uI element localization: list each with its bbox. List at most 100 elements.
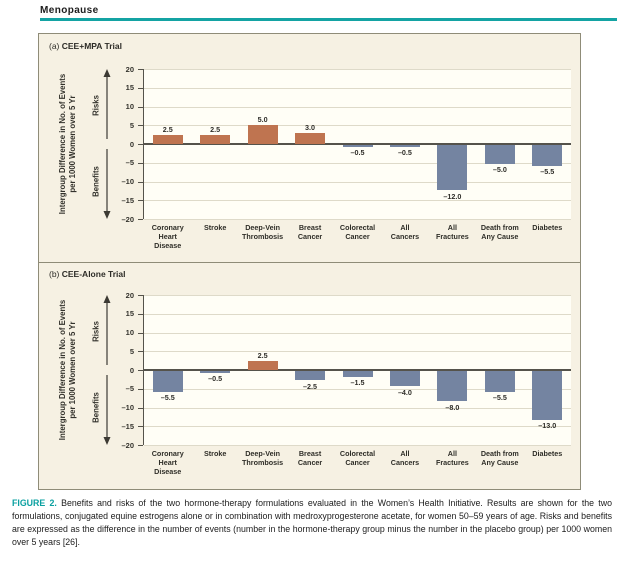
- category-label-line: Death from: [480, 449, 519, 458]
- category-label-line: Thrombosis: [242, 231, 284, 241]
- y-axis-tick-label: –15: [121, 195, 134, 205]
- y-axis-label: Intergroup Difference in No. of Events p…: [58, 285, 80, 455]
- y-axis-tick: [138, 370, 143, 371]
- bar-value-label: –5.5: [540, 167, 555, 177]
- y-axis-tick: [138, 106, 143, 108]
- risks-benefits-arrow-svg: [103, 69, 111, 219]
- category-label: Breast Cancer: [285, 223, 335, 242]
- risks-benefits-arrow: [101, 69, 113, 219]
- y-axis-tick-label: –20: [121, 214, 134, 224]
- category-label-line: Coronary: [151, 449, 184, 458]
- gridline: [144, 426, 571, 428]
- y-axis-tick: [138, 125, 143, 127]
- gridline: [144, 162, 571, 164]
- category-label-line: Cancers: [390, 231, 420, 241]
- risks-axis-annotation: Risks: [91, 321, 101, 342]
- category-label: Colorectal Cancer: [333, 223, 383, 242]
- panel-title: (b) CEE-Alone Trial: [49, 269, 126, 279]
- bar: [532, 371, 563, 420]
- bar: [152, 134, 183, 144]
- zero-baseline: [143, 143, 571, 145]
- gridline: [144, 125, 571, 127]
- bar-value-label: 3.0: [305, 122, 316, 132]
- bar: [200, 371, 231, 373]
- category-label-line: Death from: [480, 223, 519, 232]
- y-axis-tick: [138, 351, 143, 353]
- y-axis-tick: [138, 87, 143, 89]
- bar-value-label: –13.0: [538, 421, 557, 431]
- y-axis-tick: [138, 445, 143, 446]
- bar-value-label: –8.0: [445, 402, 460, 412]
- bar: [295, 132, 326, 144]
- gridline: [144, 313, 571, 315]
- bar: [532, 145, 563, 166]
- bar: [200, 134, 231, 144]
- bar-value-label: 2.5: [257, 350, 268, 360]
- y-axis-tick: [138, 313, 143, 315]
- panel-title: (a) CEE+MPA Trial: [49, 41, 122, 51]
- category-label-line: Fractures: [435, 457, 469, 467]
- category-label: Diabetes: [522, 223, 572, 233]
- bar-value-label: –2.5: [303, 381, 318, 391]
- bar-value-label: –4.0: [397, 387, 412, 397]
- category-label-line: Diabetes: [532, 223, 563, 232]
- category-label-line: Stroke: [203, 223, 227, 232]
- risks-benefits-arrow: [101, 295, 113, 445]
- y-axis-tick: [138, 219, 143, 220]
- category-label-line: Colorectal: [339, 223, 376, 232]
- y-axis-label-line1: Intergroup Difference in No. of Events: [58, 299, 67, 441]
- category-label: Death from Any Cause: [475, 223, 525, 242]
- category-label-line: Cancer: [345, 231, 370, 241]
- category-label: Stroke: [190, 449, 240, 459]
- category-label-line: Deep-Vein: [245, 223, 280, 232]
- category-label-line: Diabetes: [532, 449, 563, 458]
- y-axis-tick-label: –15: [121, 421, 134, 431]
- bar-value-label: –5.5: [492, 393, 507, 403]
- bar: [247, 125, 278, 144]
- y-axis-tick: [138, 144, 143, 145]
- figure-caption-label: FIGURE 2.: [12, 498, 57, 508]
- panel-cee-mpa-trial: (a) CEE+MPA Trial Intergroup Difference …: [38, 33, 581, 263]
- bar-value-label: –5.0: [492, 165, 507, 175]
- category-label-line: Disease: [154, 240, 182, 250]
- header-divider: [40, 18, 617, 21]
- bar-value-label: –5.5: [160, 393, 175, 403]
- bar-value-label: 5.0: [257, 115, 268, 125]
- y-axis-tick: [138, 332, 143, 334]
- gridline: [144, 219, 571, 220]
- bar-value-label: 2.5: [162, 124, 173, 134]
- y-axis-tick: [138, 295, 143, 296]
- risks-axis-annotation: Risks: [91, 95, 101, 116]
- bar-value-label: –0.5: [350, 148, 365, 158]
- category-label-line: All: [447, 449, 457, 458]
- gridline: [144, 200, 571, 202]
- category-label-line: Colorectal: [339, 449, 376, 458]
- category-label: Coronary Heart Disease: [143, 223, 193, 250]
- bar-value-label: –0.5: [208, 374, 223, 384]
- gridline: [144, 69, 571, 70]
- category-label-line: Heart: [158, 457, 177, 467]
- y-axis-tick-label: –10: [121, 403, 134, 412]
- category-label-line: Thrombosis: [242, 457, 284, 467]
- y-axis-tick: [138, 426, 143, 428]
- y-axis-tick-label: 5: [129, 120, 134, 130]
- category-label: Stroke: [190, 223, 240, 233]
- bar: [437, 145, 468, 190]
- y-axis-tick: [138, 162, 143, 164]
- y-axis-tick: [138, 200, 143, 202]
- gridline: [144, 332, 571, 334]
- category-label-line: All: [400, 449, 410, 458]
- category-label: Colorectal Cancer: [333, 449, 383, 468]
- bar: [152, 371, 183, 392]
- y-axis-label: Intergroup Difference in No. of Events p…: [58, 59, 80, 229]
- category-label-line: Cancer: [297, 457, 323, 467]
- panel-title-prefix: (b): [49, 269, 62, 279]
- bar: [342, 145, 373, 147]
- gridline: [144, 181, 571, 183]
- gridline: [144, 445, 571, 446]
- y-axis-tick-label: –5: [125, 384, 134, 394]
- gridline: [144, 388, 571, 390]
- panel-title-text: CEE+MPA Trial: [61, 41, 122, 51]
- gridline: [144, 351, 571, 353]
- category-label: Breast Cancer: [285, 449, 335, 468]
